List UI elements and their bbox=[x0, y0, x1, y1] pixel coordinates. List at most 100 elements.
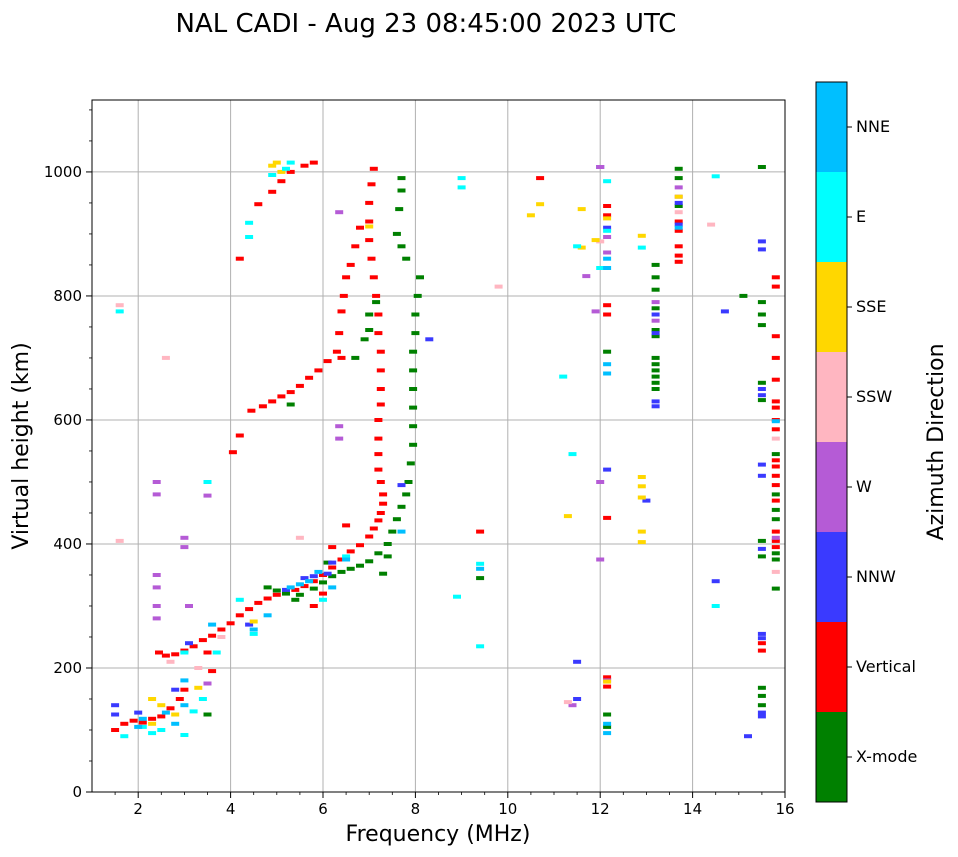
data-point bbox=[134, 724, 143, 729]
data-point bbox=[573, 697, 582, 701]
data-point bbox=[674, 200, 683, 205]
data-point bbox=[369, 166, 378, 171]
data-point bbox=[198, 638, 207, 643]
data-point bbox=[235, 613, 244, 618]
data-point bbox=[254, 600, 263, 605]
data-point bbox=[757, 387, 766, 391]
colorbar-tick-label: SSE bbox=[856, 297, 886, 316]
data-point bbox=[282, 166, 290, 171]
data-point bbox=[374, 436, 383, 441]
data-point bbox=[757, 239, 766, 244]
data-point bbox=[771, 507, 780, 512]
data-point bbox=[337, 569, 346, 574]
data-point bbox=[245, 607, 254, 612]
data-point bbox=[603, 235, 612, 239]
data-point bbox=[637, 529, 646, 534]
data-point bbox=[208, 669, 217, 674]
data-point bbox=[268, 399, 277, 404]
data-point bbox=[360, 337, 369, 342]
data-point bbox=[771, 551, 780, 556]
data-point bbox=[771, 464, 780, 469]
data-point bbox=[409, 442, 418, 447]
data-point bbox=[245, 622, 254, 627]
data-point bbox=[208, 633, 217, 638]
data-point bbox=[342, 523, 351, 528]
data-point bbox=[319, 573, 327, 577]
data-point bbox=[397, 504, 406, 509]
data-point bbox=[369, 526, 378, 531]
data-point bbox=[757, 462, 766, 467]
data-point bbox=[314, 569, 323, 574]
chart-title: NAL CADI - Aug 23 08:45:00 2023 UTC bbox=[176, 9, 677, 39]
data-point bbox=[409, 387, 418, 391]
data-point bbox=[291, 587, 300, 592]
data-point bbox=[402, 492, 411, 497]
data-point bbox=[425, 337, 434, 342]
data-point bbox=[476, 566, 485, 571]
data-point bbox=[771, 275, 780, 280]
data-point bbox=[757, 398, 766, 403]
data-point bbox=[268, 189, 277, 194]
y-tick-label: 1000 bbox=[44, 163, 82, 181]
colorbar-segment bbox=[816, 622, 847, 712]
data-point bbox=[152, 616, 161, 621]
data-point bbox=[323, 560, 332, 565]
data-point bbox=[245, 220, 254, 225]
data-point bbox=[376, 402, 385, 407]
data-point bbox=[268, 173, 277, 177]
data-point bbox=[603, 204, 612, 208]
data-point bbox=[603, 225, 612, 230]
data-point bbox=[198, 697, 207, 701]
data-point bbox=[152, 492, 161, 497]
data-point bbox=[295, 383, 304, 388]
colorbar-tick-label: SSW bbox=[856, 387, 892, 406]
data-point bbox=[573, 659, 582, 664]
data-point bbox=[494, 284, 503, 289]
data-point bbox=[651, 387, 660, 391]
data-point bbox=[194, 685, 203, 690]
data-point bbox=[603, 684, 612, 689]
data-point bbox=[402, 256, 411, 261]
data-point bbox=[138, 720, 147, 725]
data-point bbox=[120, 734, 129, 739]
data-point bbox=[757, 631, 766, 636]
data-point bbox=[771, 586, 780, 591]
data-point bbox=[115, 303, 124, 308]
data-point bbox=[335, 331, 344, 336]
data-point bbox=[148, 731, 157, 736]
colorbar-segment bbox=[816, 532, 847, 622]
data-point bbox=[711, 579, 720, 584]
data-point bbox=[367, 182, 376, 187]
data-point bbox=[757, 165, 766, 169]
data-point bbox=[771, 473, 780, 478]
data-point bbox=[319, 597, 327, 602]
data-point bbox=[603, 349, 612, 354]
data-point bbox=[138, 716, 147, 721]
series-vertical bbox=[111, 160, 780, 732]
data-point bbox=[603, 724, 612, 729]
series-ssw bbox=[115, 210, 780, 705]
data-point bbox=[603, 250, 612, 255]
data-point bbox=[757, 554, 766, 559]
data-point bbox=[328, 560, 337, 565]
x-tick-label: 12 bbox=[591, 800, 610, 818]
data-point bbox=[642, 498, 651, 503]
data-point bbox=[674, 204, 683, 208]
data-point bbox=[651, 404, 660, 409]
data-point bbox=[309, 604, 318, 608]
data-point bbox=[563, 514, 572, 519]
data-point bbox=[397, 188, 406, 193]
data-point bbox=[180, 703, 189, 708]
data-point bbox=[771, 399, 780, 404]
data-point bbox=[180, 687, 189, 692]
data-point bbox=[409, 368, 418, 373]
data-point bbox=[476, 576, 485, 581]
colorbar: X-mode Vertical NNW W SSW SSE E NNE bbox=[815, 81, 917, 803]
data-point bbox=[286, 160, 295, 165]
data-point bbox=[152, 480, 161, 484]
data-point bbox=[603, 228, 612, 233]
data-point bbox=[603, 675, 612, 680]
data-point bbox=[596, 480, 605, 484]
data-point bbox=[397, 529, 406, 534]
data-point bbox=[111, 703, 120, 708]
